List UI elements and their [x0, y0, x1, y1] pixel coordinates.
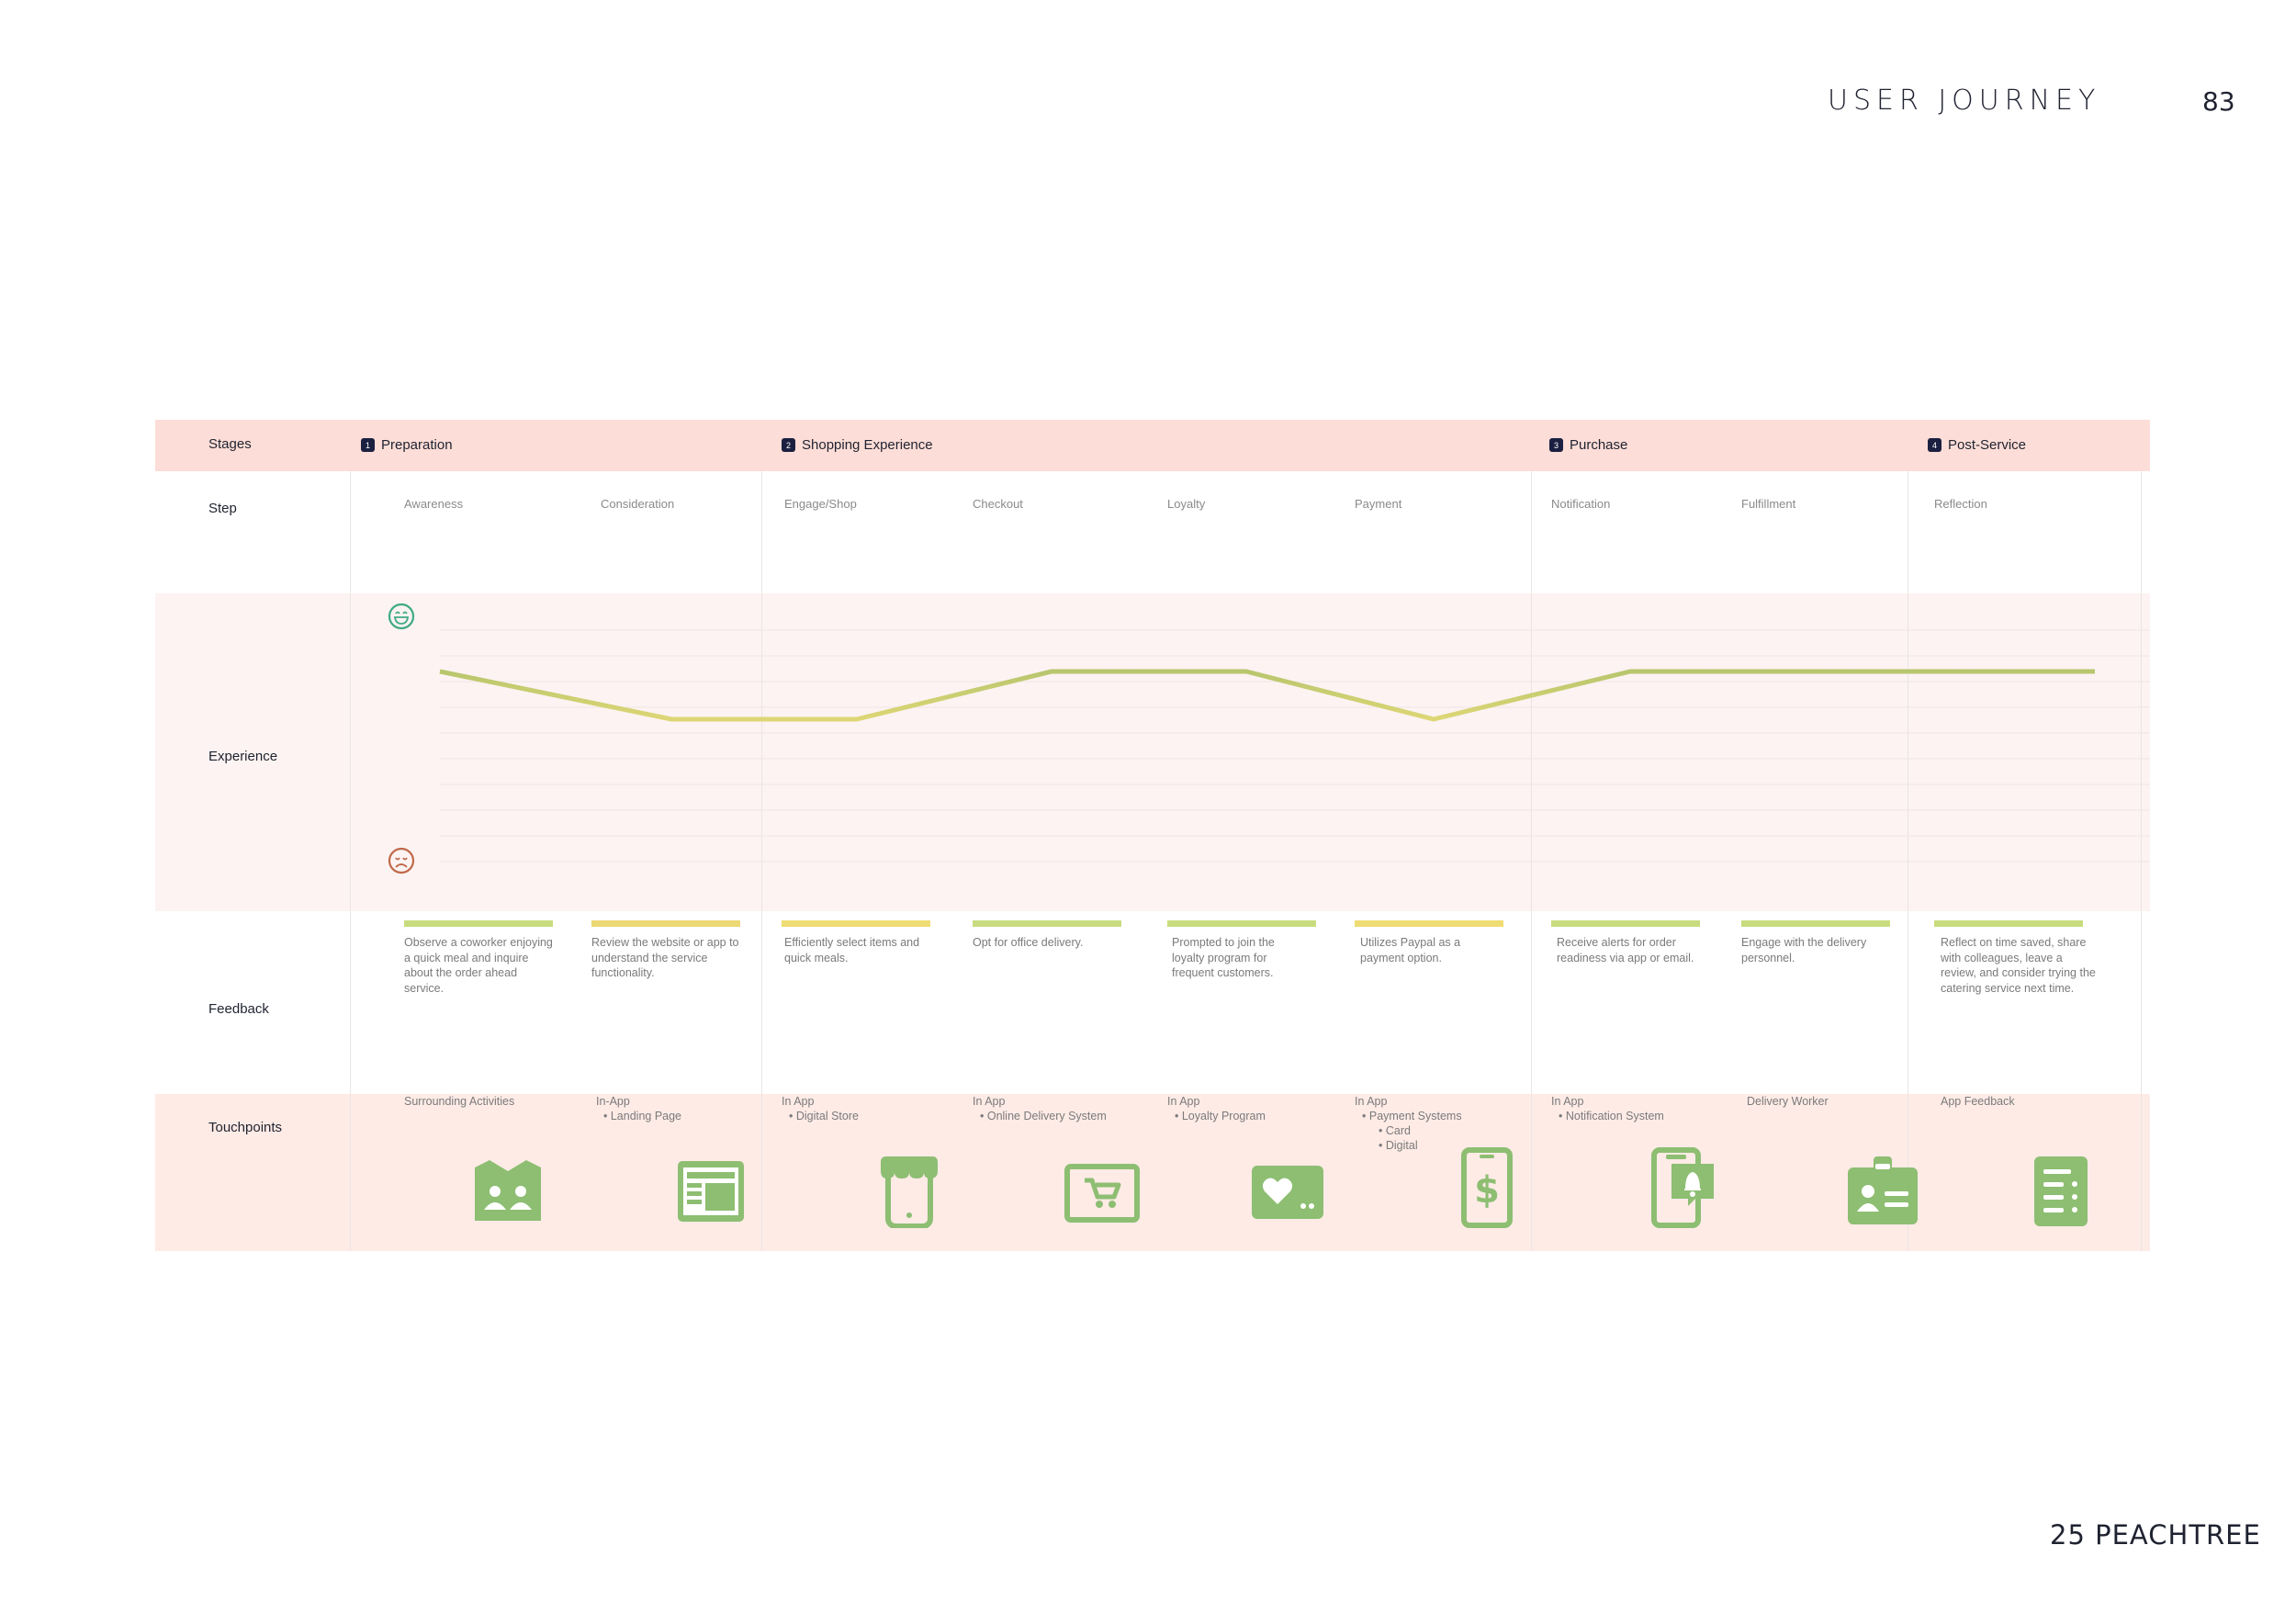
- touchpoint-online-delivery: In App Online Delivery System: [973, 1094, 1107, 1123]
- page-title: USER JOURNEY: [1828, 85, 2101, 117]
- notification-phone-icon: [1651, 1147, 1714, 1228]
- page-number: 83: [2202, 86, 2235, 117]
- step-fulfillment: Fulfillment: [1741, 497, 1796, 511]
- touchpoint-surrounding-activities: Surrounding Activities: [404, 1094, 514, 1109]
- feedback-bar: [591, 920, 740, 927]
- step-notification: Notification: [1551, 497, 1611, 511]
- touchpoint-item: Loyalty Program: [1182, 1109, 1266, 1123]
- touchpoint-loyalty-program: In App Loyalty Program: [1167, 1094, 1266, 1123]
- feedback-text: Reflect on time saved, share with collea…: [1941, 936, 2096, 995]
- people-building-icon: [475, 1160, 541, 1221]
- feedback-text: Prompted to join the loyalty program for…: [1172, 936, 1275, 979]
- step-reflection: Reflection: [1934, 497, 1987, 511]
- touchpoint-notification-system: In App Notification System: [1551, 1094, 1664, 1123]
- touchpoint-title: In App: [782, 1095, 815, 1108]
- journey-map: Stages Step Experience Feedback Touchpoi…: [155, 420, 2150, 1251]
- stage-label: Post-Service: [1948, 437, 2027, 453]
- feedback-text: Efficiently select items and quick meals…: [784, 936, 920, 964]
- touchpoint-title: In App: [1551, 1095, 1584, 1108]
- row-label-touchpoints: Touchpoints: [208, 1120, 283, 1135]
- column-divider: [350, 471, 351, 1251]
- id-badge-icon: [1848, 1156, 1918, 1224]
- touchpoint-item: Digital Store: [796, 1109, 859, 1123]
- dollar-phone-icon: $: [1461, 1147, 1513, 1228]
- row-label-stages: Stages: [208, 436, 252, 452]
- stage-preparation: 1 Preparation: [361, 437, 453, 453]
- step-consideration: Consideration: [601, 497, 675, 511]
- feedback-bar: [404, 920, 553, 927]
- touchpoint-item: Digital: [1386, 1138, 1462, 1153]
- stages-band: [155, 420, 2150, 471]
- loyalty-card-icon: [1252, 1166, 1323, 1219]
- step-awareness: Awareness: [404, 497, 464, 511]
- svg-text:$: $: [1474, 1169, 1500, 1212]
- touchpoint-delivery-worker: Delivery Worker: [1747, 1094, 1829, 1109]
- stage-number: 2: [782, 438, 795, 452]
- step-loyalty: Loyalty: [1167, 497, 1206, 511]
- happy-face-icon: [388, 603, 415, 630]
- touchpoint-title: App Feedback: [1941, 1095, 2015, 1108]
- feedback-text: Utilizes Paypal as a payment option.: [1360, 936, 1461, 964]
- touchpoint-item: Online Delivery System: [987, 1109, 1107, 1123]
- touchpoint-item: Notification System: [1566, 1109, 1664, 1123]
- landing-page-icon: [678, 1161, 744, 1222]
- stage-label: Shopping Experience: [802, 437, 933, 453]
- feedback-text: Receive alerts for order readiness via a…: [1557, 936, 1694, 964]
- stage-label: Preparation: [381, 437, 453, 453]
- stage-label: Purchase: [1570, 437, 1628, 453]
- footer-brand: 25 PEACHTREE: [2050, 1519, 2261, 1551]
- touchpoint-digital-store: In App Digital Store: [782, 1094, 859, 1123]
- feedback-list-icon: [2034, 1156, 2088, 1226]
- touchpoint-item: Payment Systems: [1369, 1109, 1462, 1123]
- touchpoint-app-feedback: App Feedback: [1941, 1094, 2015, 1109]
- feedback-text: Opt for office delivery.: [973, 936, 1084, 949]
- touchpoint-landing-page: In-App Landing Page: [596, 1094, 681, 1123]
- step-payment: Payment: [1355, 497, 1402, 511]
- row-label-experience: Experience: [208, 749, 278, 764]
- feedback-bar: [1167, 920, 1316, 927]
- feedback-text: Review the website or app to understand …: [591, 936, 739, 979]
- touchpoint-title: In App: [973, 1095, 1006, 1108]
- stage-number: 3: [1549, 438, 1563, 452]
- cart-screen-icon: [1064, 1164, 1140, 1223]
- touchpoint-item: Landing Page: [611, 1109, 681, 1123]
- feedback-bar: [1741, 920, 1890, 927]
- experience-band: [155, 593, 2150, 911]
- feedback-text: Observe a coworker enjoying a quick meal…: [404, 936, 553, 995]
- touchpoint-title: Delivery Worker: [1747, 1095, 1829, 1108]
- sad-face-icon: [388, 847, 415, 874]
- row-label-feedback: Feedback: [208, 1001, 269, 1017]
- touchpoint-title: Surrounding Activities: [404, 1095, 515, 1108]
- feedback-band: [155, 911, 2150, 1094]
- feedback-bar: [1355, 920, 1503, 927]
- row-label-step: Step: [208, 501, 237, 516]
- touchpoint-title: In-App: [596, 1095, 630, 1108]
- touchpoint-payment-systems: In App Payment Systems Card Digital: [1355, 1094, 1462, 1153]
- experience-curve-chart: [439, 629, 2150, 863]
- feedback-bar: [973, 920, 1121, 927]
- experience-gridlines: [440, 629, 2150, 863]
- touchpoint-title: In App: [1355, 1095, 1388, 1108]
- store-phone-icon: [881, 1156, 938, 1228]
- experience-line: [439, 669, 2095, 722]
- feedback-bar: [1551, 920, 1700, 927]
- touchpoint-item: Card: [1386, 1123, 1462, 1138]
- feedback-bar: [782, 920, 930, 927]
- feedback-text: Engage with the delivery personnel.: [1741, 936, 1867, 964]
- touchpoint-title: In App: [1167, 1095, 1200, 1108]
- feedback-bar: [1934, 920, 2083, 927]
- step-band: [155, 471, 2150, 593]
- step-checkout: Checkout: [973, 497, 1023, 511]
- step-engage-shop: Engage/Shop: [784, 497, 857, 511]
- stage-number: 4: [1928, 438, 1941, 452]
- stage-number: 1: [361, 438, 375, 452]
- stage-purchase: 3 Purchase: [1549, 437, 1627, 453]
- stage-post-service: 4 Post-Service: [1928, 437, 2026, 453]
- stage-shopping-experience: 2 Shopping Experience: [782, 437, 933, 453]
